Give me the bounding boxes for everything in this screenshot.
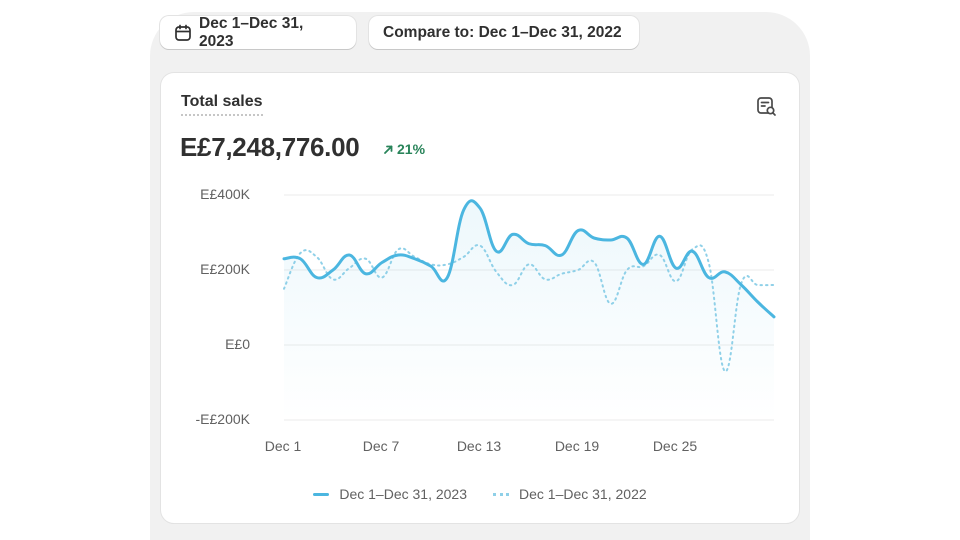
legend-label: Dec 1–Dec 31, 2023 xyxy=(339,486,467,502)
trend-badge: 21% xyxy=(383,141,425,157)
compare-button[interactable]: Compare to: Dec 1–Dec 31, 2022 xyxy=(369,16,639,49)
y-tick-label: E£0 xyxy=(225,336,250,352)
legend-swatch-dotted xyxy=(493,492,509,496)
series-previous-line xyxy=(283,244,775,373)
x-tick-label: Dec 1 xyxy=(264,438,302,454)
y-tick-label: E£400K xyxy=(200,186,250,202)
x-tick-label: Dec 13 xyxy=(456,438,502,454)
legend-item-previous[interactable]: Dec 1–Dec 31, 2022 xyxy=(493,486,647,502)
legend-label: Dec 1–Dec 31, 2022 xyxy=(519,486,647,502)
trend-value: 21% xyxy=(397,141,426,157)
legend-item-current[interactable]: Dec 1–Dec 31, 2023 xyxy=(313,486,467,502)
legend-swatch-solid xyxy=(313,492,330,496)
x-tick-label: Dec 19 xyxy=(554,438,600,454)
date-range-label: Dec 1–Dec 31, 2023 xyxy=(199,14,304,50)
date-range-button[interactable]: Dec 1–Dec 31, 2023 xyxy=(160,14,356,50)
series-current-line xyxy=(282,199,776,319)
arrow-up-right-icon xyxy=(384,145,393,154)
calendar-icon xyxy=(175,24,191,41)
total-sales-value: E£7,248,776.00 xyxy=(180,132,360,162)
y-tick-label: E£200K xyxy=(200,261,250,277)
x-tick-label: Dec 7 xyxy=(362,438,400,454)
series-current-area xyxy=(284,200,774,420)
y-tick-label: -E£200K xyxy=(195,411,250,427)
x-tick-label: Dec 25 xyxy=(652,438,698,454)
chart-search-icon[interactable] xyxy=(755,95,777,117)
compare-label: Compare to: Dec 1–Dec 31, 2022 xyxy=(383,23,622,41)
chart-legend: Dec 1–Dec 31, 2023 Dec 1–Dec 31, 2022 xyxy=(0,486,960,502)
card-title[interactable]: Total sales xyxy=(181,93,263,116)
